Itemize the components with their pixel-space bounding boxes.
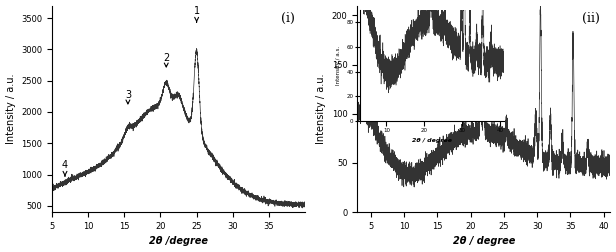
X-axis label: 2θ /degree: 2θ /degree	[149, 236, 208, 246]
Text: 4: 4	[62, 160, 68, 176]
Y-axis label: Intensity / a.u.: Intensity / a.u.	[6, 74, 15, 144]
Y-axis label: Intensity / a.u.: Intensity / a.u.	[316, 74, 326, 144]
Text: 2: 2	[163, 53, 169, 67]
Text: 1: 1	[193, 6, 200, 22]
Text: 3: 3	[125, 90, 131, 104]
Text: (ii): (ii)	[583, 12, 601, 25]
X-axis label: 2θ / degree: 2θ / degree	[453, 236, 515, 246]
Text: (i): (i)	[281, 12, 295, 25]
